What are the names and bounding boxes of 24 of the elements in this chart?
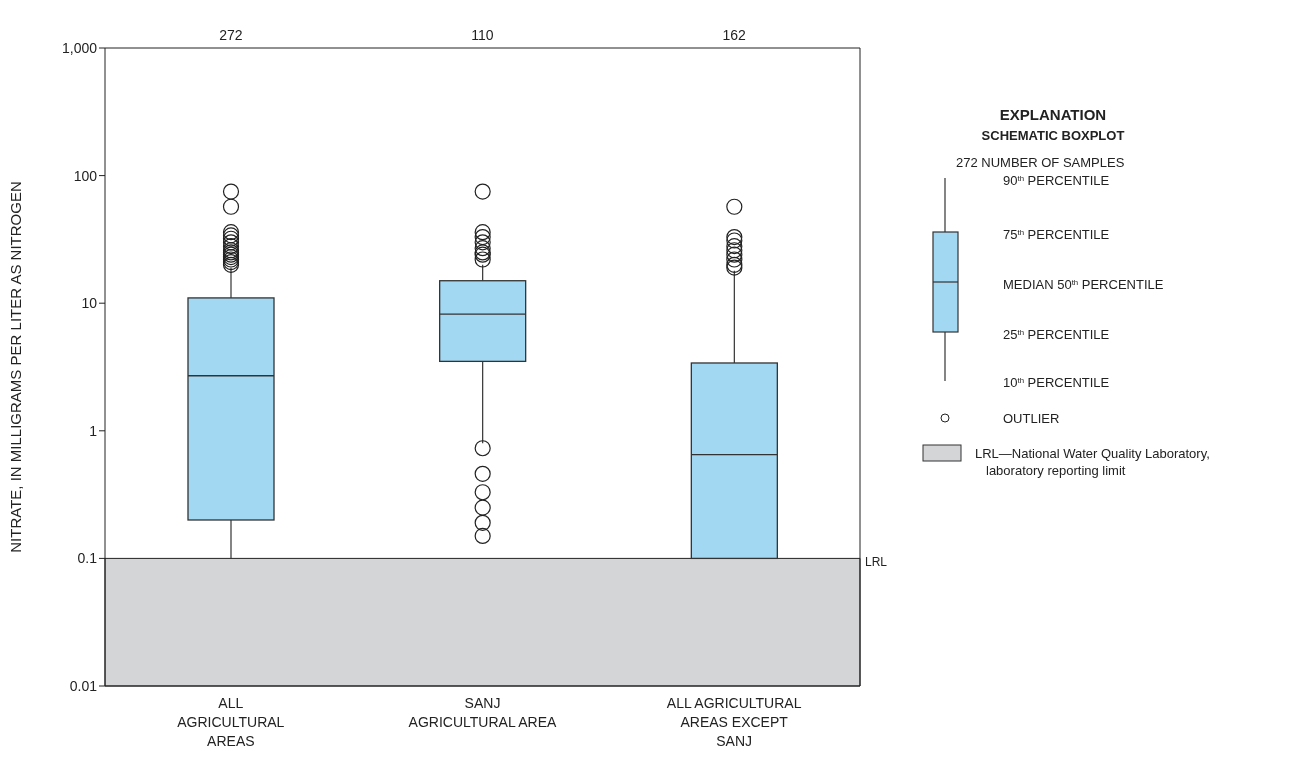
text: 272 NUMBER OF SAMPLES (956, 155, 1125, 170)
text: 25$^{th}$ PERCENTILE (1003, 327, 1110, 342)
y-axis-title: NITRATE, IN MILLIGRAMS PER LITER AS NITROGEN (7, 181, 25, 553)
x-tick-label: ALL AGRICULTURAL AREAS (177, 695, 285, 749)
y-tick-label: 10 (81, 295, 98, 312)
y-tick-label: 1,000 (61, 39, 98, 56)
text: SCHEMATIC BOXPLOT (981, 128, 1125, 143)
text: 162 (722, 27, 747, 43)
text: 10$^{th}$ PERCENTILE (1003, 375, 1110, 390)
x-tick-label: SANJ AGRICULTURAL AREA (408, 695, 558, 730)
band-label: LRL (864, 554, 888, 569)
text: 110 (471, 27, 494, 43)
text: 272 (219, 27, 243, 43)
y-tick-label: 100 (73, 167, 98, 184)
y-tick-label: 0.1 (77, 550, 98, 567)
y-tick-label: 1 (89, 422, 98, 439)
text: 75$^{th}$ PERCENTILE (1003, 227, 1110, 242)
text: MEDIAN 50$^{th}$ PERCENTILE (1003, 277, 1164, 292)
text: OUTLIER (1003, 411, 1060, 426)
y-tick-label: 0.01 (69, 677, 98, 694)
text: 90$^{th}$ PERCENTILE (1003, 173, 1110, 188)
text: LRL—National Water Quality Laboratory, laboratory reporting limit (975, 446, 1210, 478)
legend-title: EXPLANATION (999, 106, 1107, 123)
x-tick-label: ALL AGRICULTURAL AREAS EXCEPT SANJ (666, 695, 802, 749)
